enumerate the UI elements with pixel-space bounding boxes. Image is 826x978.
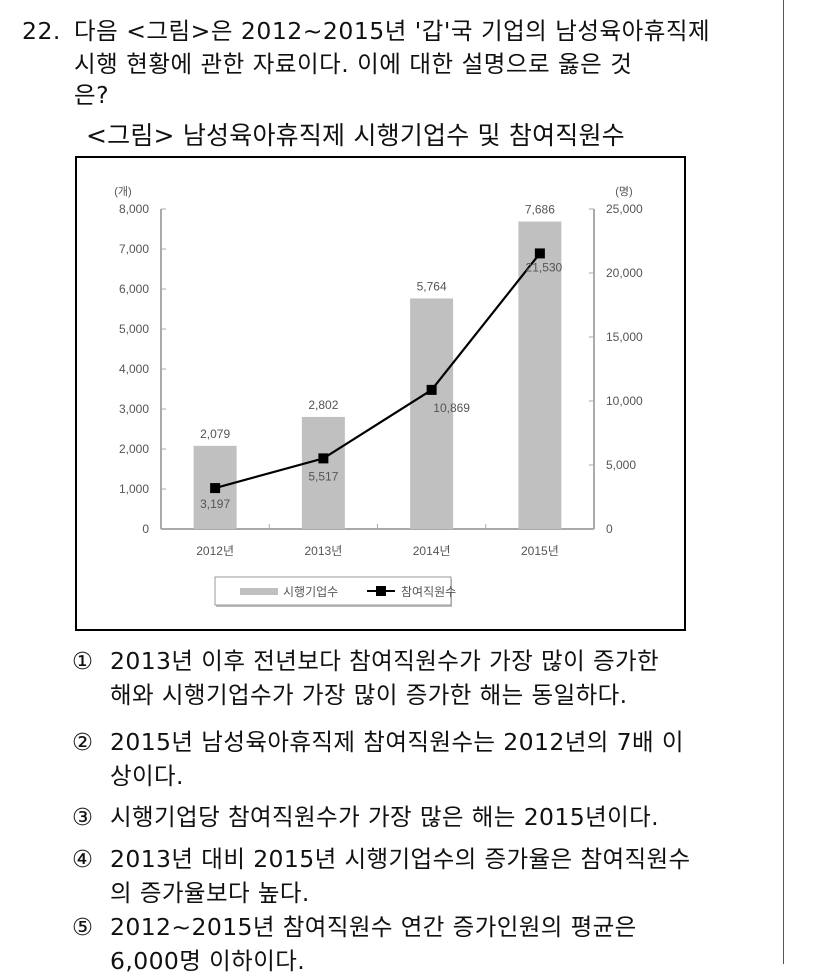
option-text-line-2: 상이다. [110,762,184,790]
line-participants [214,252,541,490]
right-axis-unit: (명) [615,185,632,198]
option-text-line-2: 6,000명 이하이다. [110,947,306,975]
left-axis-tick-label: 2,000 [119,442,149,456]
left-axis-tick-label: 3,000 [119,402,149,416]
chart-frame: (개) 0 1,000 2,000 3,000 4,000 5,000 6,000 7,000 8… [75,156,686,631]
x-axis-label: 2013년 [305,544,343,558]
x-axis-label: 2012년 [196,544,234,558]
figure-title: <그림> 남성육아휴직제 시행기업수 및 참여직원수 [86,121,625,150]
option-number: ① [72,647,94,675]
option-number: ③ [72,803,94,831]
line-value-label: 3,197 [200,497,230,511]
bar-value-label: 2,802 [308,398,338,412]
option-text-line-1: 2012~2015년 참여직원수 연간 증가인원의 평균은 [110,913,637,941]
line-value-label: 10,869 [433,401,470,415]
option-number: ② [72,728,94,756]
bar-value-label: 7,686 [525,203,555,217]
answer-option-5[interactable]: ⑤ 2012~2015년 참여직원수 연간 증가인원의 평균은 6,000명 이하이… [72,910,637,975]
page-margin-rule [783,0,784,964]
line-marker [210,483,221,494]
legend-label-participants: 참여직원수 [401,585,456,599]
question-line-1: 22. 다음 <그림>은 2012~2015년 '갑'국 기업의 남성육아휴직제 [22,17,711,45]
bar-value-label: 5,764 [417,279,447,293]
left-axis-tick-label: 1,000 [119,482,149,496]
option-number: ④ [72,845,94,873]
left-axis-unit: (개) [114,185,131,198]
bar-2013년 [301,416,345,529]
question-line-2: 시행 현황에 관한 자료이다. 이에 대한 설명으로 옳은 것 [74,50,633,78]
option-text-line-1: 2013년 대비 2015년 시행기업수의 증가율은 참여직원수 [110,845,691,873]
bar-2014년 [410,298,454,529]
right-axis-tick-label: 0 [606,522,613,536]
right-axis-tick-label: 15,000 [606,330,643,344]
legend-label-companies: 시행기업수 [283,584,338,599]
line-marker [534,248,545,259]
left-axis-tick-label: 0 [142,522,149,536]
left-axis-tick-label: 7,000 [119,242,149,256]
left-axis-tick-label: 4,000 [119,362,149,376]
option-text-line-2: 해와 시행기업수가 가장 많이 증가한 해는 동일하다. [110,681,628,709]
left-axis-tick-label: 8,000 [119,202,149,216]
question-number: 22. [22,17,61,45]
line-value-label: 21,530 [526,260,563,274]
line-value-label: 5,517 [308,469,338,483]
legend-bar-swatch [240,588,278,595]
line-marker [426,384,437,395]
option-text-line-1: 2013년 이후 전년보다 참여직원수가 가장 많이 증가한 [110,647,660,675]
option-number: ⑤ [72,913,94,941]
option-text-line-1: 2015년 남성육아휴직제 참여직원수는 2012년의 7배 이 [110,728,684,756]
combo-chart: (개) 0 1,000 2,000 3,000 4,000 5,000 6,000 7,000 8… [114,185,643,607]
x-axis-label: 2015년 [521,544,559,558]
left-axis-tick-label: 6,000 [119,282,149,296]
option-text-line-1: 시행기업당 참여직원수가 가장 많은 해는 2015년이다. [110,803,660,831]
right-axis-tick-label: 25,000 [606,202,643,216]
option-text-line-2: 의 증가율보다 높다. [110,879,310,907]
x-axis-label: 2014년 [413,544,451,558]
left-axis-tick-label: 5,000 [119,322,149,336]
bar-value-label: 2,079 [200,427,230,441]
question-line-3: 은? [74,81,110,109]
right-axis-tick-label: 10,000 [606,394,643,408]
legend-marker-swatch [376,586,386,596]
right-axis-tick-label: 5,000 [606,458,636,472]
line-marker [318,453,329,464]
answer-option-3[interactable]: ③ 시행기업당 참여직원수가 가장 많은 해는 2015년이다. [72,800,659,834]
right-axis-tick-label: 20,000 [606,266,643,280]
